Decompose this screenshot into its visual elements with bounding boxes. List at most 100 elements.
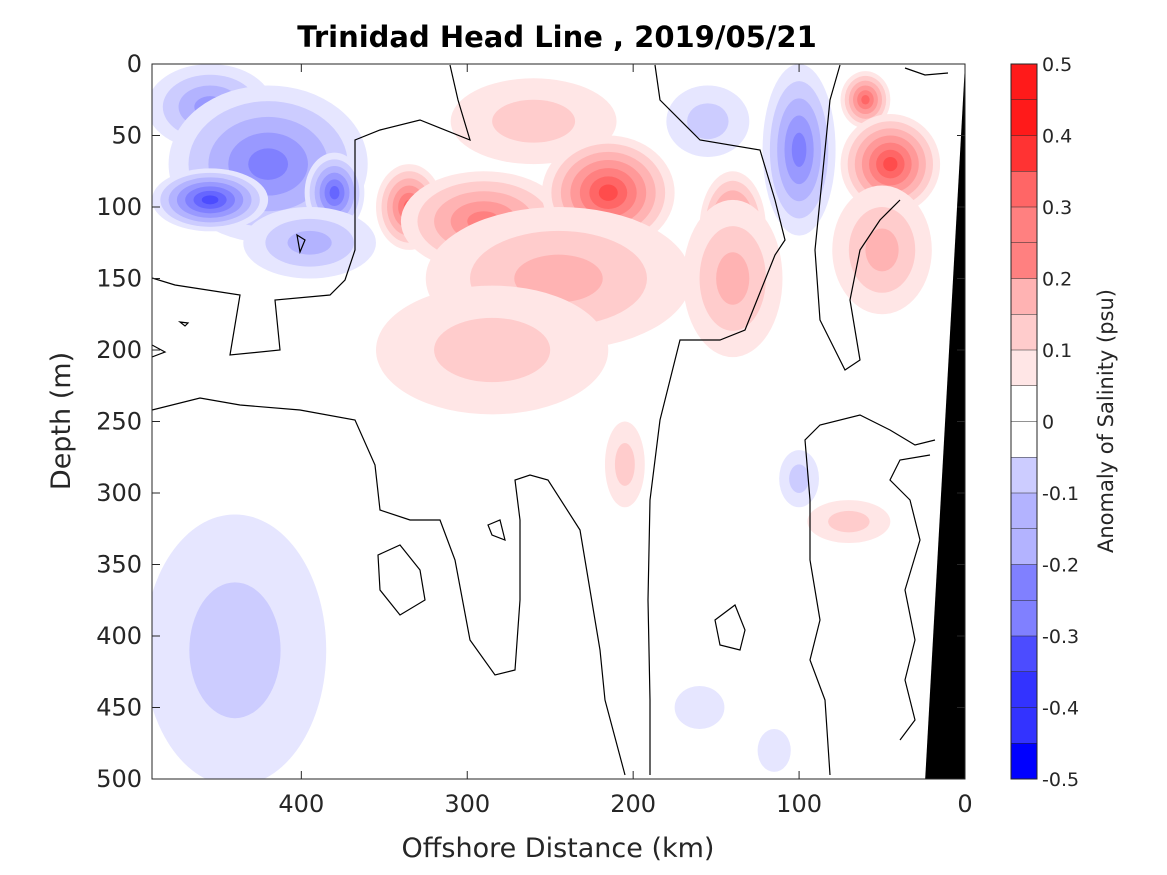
colorbar-segment — [1011, 528, 1037, 565]
anomaly-blob — [674, 686, 725, 729]
colorbar-segment — [1011, 457, 1037, 494]
zero-contour-lines — [152, 64, 949, 776]
colorbar-segment — [1011, 707, 1037, 744]
y-tick-label: 250 — [96, 408, 142, 436]
anomaly-level — [789, 464, 810, 494]
anomaly-blob — [604, 421, 645, 508]
colorbar-tick-label: -0.3 — [1042, 626, 1079, 648]
colorbar-tick-label: 0.2 — [1042, 269, 1072, 291]
anomaly-blob — [243, 207, 376, 279]
colorbar-segment — [1011, 600, 1037, 637]
anomaly-level — [201, 195, 219, 205]
anomaly-blob — [152, 168, 269, 232]
x-axis: 400 300 200 100 0 — [278, 64, 973, 818]
anomaly-level — [757, 728, 791, 772]
anomaly-level — [189, 582, 281, 719]
anomaly-level — [492, 99, 576, 143]
zero-contour-line — [152, 344, 167, 358]
colorbar-segment — [1011, 242, 1037, 279]
y-axis-title: Depth (m) — [46, 352, 77, 490]
y-tick-label: 500 — [96, 765, 142, 793]
anomaly-level — [828, 510, 870, 533]
colorbar: 0.5 0.4 0.3 0.2 0.1 0 -0.1 -0.2 -0.3 -0.4 -0.5 — [1010, 54, 1079, 791]
zero-contour-line — [889, 454, 931, 741]
colorbar-segment — [1011, 99, 1037, 136]
anomaly-field — [152, 64, 941, 779]
anomaly-level — [861, 94, 870, 105]
colorbar-tick-label: 0.1 — [1042, 340, 1072, 362]
x-tick-label: 100 — [776, 790, 822, 818]
y-tick-label: 400 — [96, 622, 142, 650]
colorbar-segment — [1011, 171, 1037, 208]
colorbar-tick-label: 0.3 — [1042, 197, 1072, 219]
anomaly-level — [434, 317, 551, 383]
y-tick-label: 150 — [96, 265, 142, 293]
x-tick-label: 400 — [278, 790, 324, 818]
y-tick-label: 300 — [96, 479, 142, 507]
x-tick-label: 300 — [444, 790, 490, 818]
anomaly-blob — [757, 728, 791, 772]
colorbar-segment — [1011, 385, 1037, 422]
colorbar-tick-label: -0.5 — [1042, 769, 1079, 791]
colorbar-tick-label: -0.1 — [1042, 483, 1079, 505]
zero-contour-line — [804, 414, 936, 776]
anomaly-blob — [779, 450, 819, 508]
x-tick-label: 200 — [610, 790, 656, 818]
colorbar-segment — [1011, 743, 1037, 780]
zero-contour-line — [152, 64, 471, 356]
anomaly-level — [248, 148, 289, 180]
colorbar-tick-label: 0.5 — [1042, 54, 1072, 76]
anomaly-level — [674, 686, 725, 729]
y-tick-label: 50 — [111, 122, 142, 150]
anomaly-blob — [832, 185, 932, 315]
anomaly-blob — [762, 64, 836, 236]
colorbar-segment — [1011, 493, 1037, 530]
zero-contour-line — [714, 604, 746, 651]
y-tick-label: 200 — [96, 336, 142, 364]
colorbar-segment — [1011, 278, 1037, 315]
zero-contour-line — [296, 233, 306, 255]
colorbar-segment — [1011, 350, 1037, 387]
anomaly-level — [614, 442, 635, 486]
anomaly-blob — [682, 199, 783, 358]
zero-contour-line — [904, 67, 949, 76]
x-axis-title: Offshore Distance (km) — [402, 833, 715, 864]
anomaly-level — [791, 132, 807, 167]
colorbar-tick-label: -0.2 — [1042, 555, 1079, 577]
zero-contour-line — [487, 519, 506, 541]
anomaly-blob — [666, 85, 750, 157]
colorbar-segment — [1011, 135, 1037, 172]
colorbar-tick-label: 0.4 — [1042, 126, 1072, 148]
anomaly-level — [865, 228, 899, 272]
y-tick-label: 350 — [96, 551, 142, 579]
colorbar-segment — [1011, 64, 1037, 101]
anomaly-level — [687, 103, 729, 140]
anomaly-level — [514, 254, 603, 303]
x-tick-label: 0 — [957, 790, 972, 818]
colorbar-segment — [1011, 207, 1037, 244]
chart-title: Trinidad Head Line , 2019/05/21 — [297, 20, 817, 54]
y-tick-label: 100 — [96, 193, 142, 221]
y-tick-label: 450 — [96, 694, 142, 722]
y-tick-label: 0 — [127, 50, 142, 78]
y-axis: 0 50 100 150 200 250 300 350 400 450 500 — [96, 50, 965, 793]
anomaly-level — [287, 230, 332, 255]
colorbar-segment — [1011, 314, 1037, 351]
anomaly-level — [716, 252, 750, 305]
anomaly-blob — [152, 514, 327, 779]
anomaly-blob — [807, 500, 891, 544]
colorbar-segment — [1011, 636, 1037, 673]
anomaly-level — [598, 184, 618, 201]
seafloor-bathymetry — [925, 64, 965, 779]
anomaly-blob — [840, 71, 891, 129]
colorbar-title: Anomaly of Salinity (psu) — [1094, 289, 1118, 553]
zero-contour-line — [177, 321, 190, 327]
anomaly-level — [883, 156, 898, 172]
anomaly-blob — [450, 78, 617, 165]
zero-contour-line — [814, 64, 901, 371]
colorbar-tick-label: 0 — [1042, 412, 1054, 434]
colorbar-segment — [1011, 671, 1037, 708]
colorbar-segment — [1011, 421, 1037, 458]
colorbar-tick-label: -0.4 — [1042, 698, 1079, 720]
